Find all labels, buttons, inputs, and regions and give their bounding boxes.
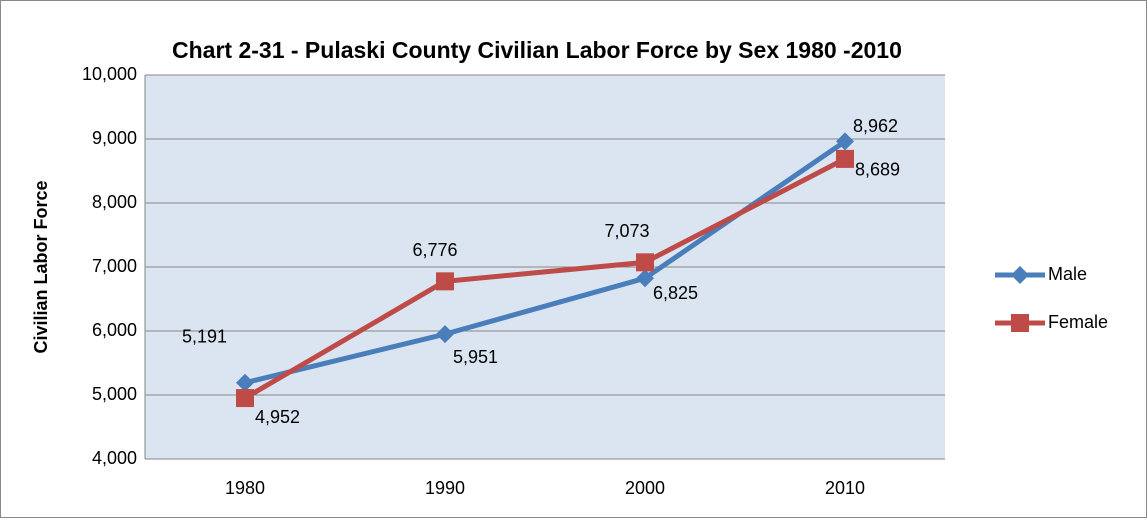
marker	[636, 253, 654, 272]
marker	[436, 272, 454, 291]
y-tick-label: 4,000	[92, 448, 137, 468]
marker	[436, 325, 454, 344]
data-label: 5,951	[453, 347, 498, 367]
y-tick-label: 8,000	[92, 192, 137, 212]
marker	[1011, 266, 1029, 284]
data-label: 7,073	[604, 221, 649, 241]
chart-title: Chart 2-31 - Pulaski County Civilian Lab…	[172, 37, 902, 63]
x-tick-label: 2000	[625, 478, 665, 498]
x-tick-label: 1980	[225, 478, 265, 498]
marker	[236, 389, 254, 408]
y-tick-label: 7,000	[92, 256, 137, 276]
y-tick-label: 6,000	[92, 320, 137, 340]
data-label: 8,962	[853, 116, 898, 136]
y-tick-label: 10,000	[82, 64, 137, 84]
marker	[836, 132, 854, 151]
data-label: 4,952	[255, 407, 300, 427]
data-label: 6,776	[412, 240, 457, 260]
marker	[636, 269, 654, 288]
marker	[836, 149, 854, 168]
y-tick-label: 9,000	[92, 128, 137, 148]
x-tick-label: 1990	[425, 478, 465, 498]
series-line	[243, 156, 847, 401]
data-label: 6,825	[653, 283, 698, 303]
data-label: 5,191	[182, 327, 227, 347]
marker	[1011, 314, 1029, 332]
marker	[236, 373, 254, 392]
x-tick-label: 2010	[825, 478, 865, 498]
legend-label: Female	[1048, 312, 1108, 332]
legend-label: Male	[1048, 264, 1087, 284]
y-tick-label: 5,000	[92, 384, 137, 404]
y-axis-label: Civilian Labor Force	[31, 180, 51, 353]
data-label: 8,689	[855, 160, 900, 180]
